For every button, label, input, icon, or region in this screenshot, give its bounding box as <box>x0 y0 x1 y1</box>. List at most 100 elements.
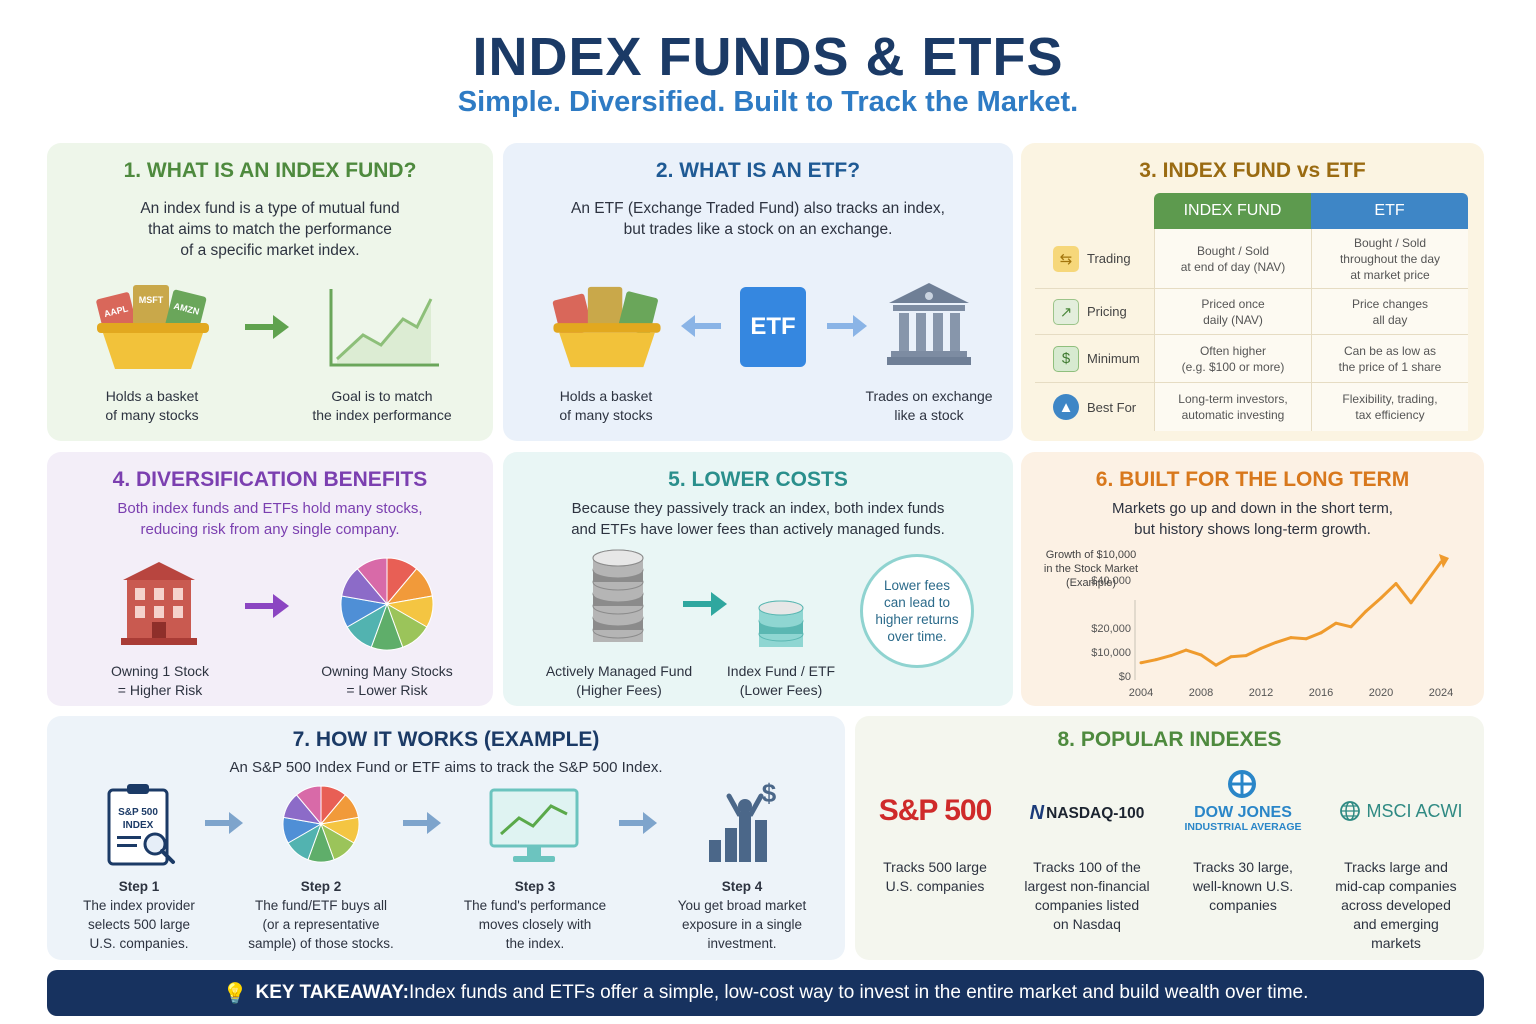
x-tick-label: 2020 <box>1369 687 1393 699</box>
logo-dow-jones: DOW JONES <box>1194 804 1292 821</box>
panel-etf: 2. WHAT IS AN ETF? An ETF (Exchange Trad… <box>503 143 1013 441</box>
panel-title: 8. POPULAR INDEXES <box>1057 728 1282 751</box>
step-2: Step 2 The fund/ETF buys all (or a repres… <box>248 879 394 951</box>
panel-diversification: 4. DIVERSIFICATION BENEFITS Both index f… <box>47 452 493 706</box>
panel-title: 2. WHAT IS AN ETF? <box>655 159 861 182</box>
dollar-icon: $ <box>1053 345 1079 372</box>
high-fee-coin-stack-icon <box>592 549 644 642</box>
arrow-right-icon <box>827 315 867 337</box>
growth-line-chart: $40,000 $20,000 $10,000 $0 2004 2008 2012 2016 2… <box>1091 554 1453 699</box>
x-tick-label: 2004 <box>1129 687 1153 699</box>
data-point <box>1229 655 1233 659</box>
panel-comparison: 3. INDEX FUND vs ETF INDEX FUND ETF ⇆ Tra… <box>1021 143 1484 441</box>
caption-goal: Goal is to match the index performance <box>312 388 452 423</box>
panel-description: An ETF (Exchange Traded Fund) also track… <box>571 200 945 238</box>
panel-index-fund: 1. WHAT IS AN INDEX FUND? An index fund … <box>47 143 493 441</box>
index-description-nasdaq: Tracks 100 of the largest non-financial co… <box>1024 859 1150 932</box>
data-point <box>1424 580 1428 584</box>
table-cell: Price changes all day <box>1311 289 1468 334</box>
exchange-icon: ⇆ <box>1053 245 1079 272</box>
key-takeaway-label: KEY TAKEAWAY: <box>255 982 409 1003</box>
rocket-icon: ▲ <box>1053 394 1079 420</box>
panel-description: Both index funds and ETFs hold many stoc… <box>117 500 423 538</box>
svg-text:MSFT: MSFT <box>139 295 164 305</box>
panel-title: 7. HOW IT WORKS (EXAMPLE) <box>292 728 600 751</box>
portfolio-pie-icon <box>282 785 360 863</box>
caption-index-fund: Index Fund / ETF (Lower Fees) <box>726 663 836 698</box>
panel-description: An index fund is a type of mutual fund t… <box>140 200 400 259</box>
data-point <box>1199 653 1203 657</box>
data-point <box>1169 654 1173 658</box>
data-point <box>1274 640 1278 644</box>
y-tick-label: $0 <box>1119 671 1131 683</box>
chart-icon: ↗ <box>1053 298 1079 325</box>
data-point <box>1304 637 1308 641</box>
step-4: Step 4 You get broad market exposure in a… <box>677 879 807 951</box>
table-cell: Priced once daily (NAV) <box>1154 289 1311 334</box>
logo-nasdaq: N NASDAQ-100 <box>1029 802 1145 824</box>
y-tick-label: $10,000 <box>1091 647 1131 659</box>
logo-dow-jones-subtitle: INDUSTRIAL AVERAGE <box>1184 821 1302 833</box>
caption-basket: Holds a basket of many stocks <box>559 388 653 423</box>
panel-how-it-works: 7. HOW IT WORKS (EXAMPLE) An S&P 500 Ind… <box>47 716 845 960</box>
growth-chart-icon <box>329 289 439 367</box>
data-point <box>1259 646 1263 650</box>
step-3: Step 3 The fund's performance moves close… <box>463 879 607 951</box>
data-point <box>1139 661 1143 665</box>
arrow-right-icon <box>245 594 289 618</box>
table-header-index-fund: INDEX FUND <box>1154 193 1311 229</box>
panel-title: 5. LOWER COSTS <box>668 468 848 491</box>
data-point <box>1289 636 1293 640</box>
index-description-dow-jones: Tracks 30 large, well-known U.S. companies <box>1192 859 1294 913</box>
index-description-sp500: Tracks 500 large U.S. companies <box>883 859 987 894</box>
panel-title: 4. DIVERSIFICATION BENEFITS <box>112 468 428 491</box>
table-row-pricing: ↗ Pricing Priced once daily (NAV) Price ch… <box>1035 289 1468 335</box>
y-tick-label: $20,000 <box>1091 623 1131 635</box>
step-1: Step 1 The index provider selects 500 lar… <box>83 879 195 951</box>
panel-title: 3. INDEX FUND vs ETF <box>1139 159 1366 182</box>
data-point <box>1409 601 1413 605</box>
logo-msci: MSCI ACWI <box>1325 800 1477 822</box>
dollar-icon: $ <box>762 780 777 808</box>
panel-title: 1. WHAT IS AN INDEX FUND? <box>123 159 417 182</box>
x-tick-label: 2012 <box>1249 687 1273 699</box>
key-takeaway-text: Index funds and ETFs offer a simple, low… <box>408 982 1309 1003</box>
panel-lower-costs: 5. LOWER COSTS Because they passively tr… <box>503 452 1013 706</box>
arrow-left-icon <box>681 315 721 337</box>
etf-badge: ETF <box>740 287 806 367</box>
caption-single-stock: Owning 1 Stock = Higher Risk <box>110 663 210 698</box>
nasdaq-n-icon: N <box>1029 802 1045 824</box>
table-row-minimum: $ Minimum Often higher (e.g. $100 or more)… <box>1035 335 1468 383</box>
pie-slice <box>295 785 322 826</box>
lightbulb-icon: 💡 <box>222 982 248 1005</box>
diversified-pie-icon <box>340 557 434 651</box>
table-cell: Can be as low as the price of 1 share <box>1311 335 1468 382</box>
panel-long-term: 6. BUILT FOR THE LONG TERM Markets go up… <box>1021 452 1484 706</box>
clipboard-magnifier-icon: S&P 500 INDEX <box>107 784 175 866</box>
arrow-right-icon <box>619 812 657 834</box>
data-point <box>1214 663 1218 667</box>
monitor-chart-icon <box>489 788 579 862</box>
pie-slice <box>356 557 388 606</box>
data-point <box>1394 582 1398 586</box>
panel-popular-indexes: 8. POPULAR INDEXES S&P 500 N NASDAQ-100 D… <box>855 716 1484 960</box>
panel-description: Markets go up and down in the short term… <box>1112 500 1393 538</box>
page-subtitle: Simple. Diversified. Built to Track the … <box>457 86 1079 118</box>
svg-text:INDEX: INDEX <box>123 820 154 831</box>
index-description-msci: Tracks large and mid-cap companies across … <box>1335 859 1457 951</box>
data-point <box>1154 658 1158 662</box>
table-cell: Bought / Sold throughout the day at market… <box>1311 229 1468 288</box>
key-takeaway-banner: 💡 KEY TAKEAWAY: Index funds and ETFs off… <box>47 970 1484 1016</box>
caption-basket: Holds a basket of many stocks <box>105 388 199 423</box>
investor-growth-icon: $ <box>709 780 777 862</box>
dow-jones-globe-icon <box>1228 770 1256 798</box>
panel-description: An S&P 500 Index Fund or ETF aims to tra… <box>229 759 663 776</box>
data-point <box>1184 648 1188 652</box>
logo-sp500: S&P 500 <box>878 794 993 827</box>
basket-icon <box>552 286 661 368</box>
arrow-right-icon <box>245 315 289 339</box>
data-point <box>1319 631 1323 635</box>
page-title: INDEX FUNDS & ETFS <box>472 27 1064 87</box>
table-header-etf: ETF <box>1311 193 1468 229</box>
table-row-best-for: ▲ Best For Long-term investors, automatic … <box>1035 383 1468 431</box>
